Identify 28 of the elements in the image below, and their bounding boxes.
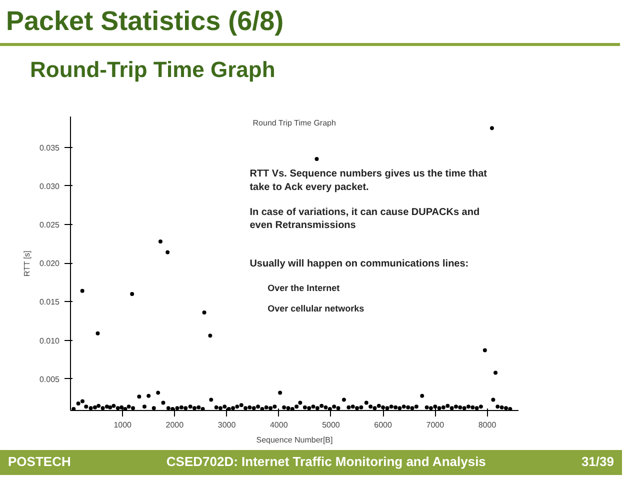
x-tick-label: 6000 — [374, 420, 393, 430]
x-tick-label: 3000 — [218, 420, 236, 430]
annotation: Over cellular networks — [268, 303, 364, 314]
chart-subtitle: Round-Trip Time Graph — [29, 56, 276, 84]
y-axis-title: RTT [s] — [22, 250, 32, 277]
y-tick-label: 0.030 — [39, 182, 60, 191]
annotation: Usually will happen on communications lines: — [250, 258, 469, 270]
annotation: Round Trip Time Graph — [252, 118, 336, 128]
annotation: Over the Internet — [268, 282, 340, 293]
annotation: In case of variations, it can cause DUPACKs and even Retransmissions — [250, 206, 480, 232]
x-tick-label: 1000 — [114, 420, 132, 430]
x-tick-label: 8000 — [478, 420, 497, 430]
text: CSED702D: Internet Traffic Monitoring and Analysis — [166, 453, 486, 471]
y-tick-label: 0.010 — [39, 336, 60, 346]
text: 31/39 — [581, 453, 614, 471]
x-tick-label: 5000 — [322, 420, 340, 430]
y-tick-label: 0.020 — [39, 259, 60, 268]
y-tick-label: 0.035 — [39, 143, 60, 152]
chart-title: Packet Statistics (6/8) — [0, 0, 620, 46]
y-tick-label: 0.005 — [39, 374, 60, 384]
y-tick-label: 0.015 — [39, 298, 60, 307]
annotation: RTT Vs. Sequence numbers gives us the time that take to Ack every packet. — [250, 168, 488, 193]
text: POSTECH — [8, 453, 71, 471]
x-axis-title: Sequence Number[B] — [256, 436, 333, 444]
y-tick-label: 0.025 — [39, 220, 60, 230]
x-tick-label: 4000 — [270, 420, 288, 430]
x-tick-label: 2000 — [166, 420, 184, 430]
x-tick-label: 7000 — [426, 420, 445, 430]
